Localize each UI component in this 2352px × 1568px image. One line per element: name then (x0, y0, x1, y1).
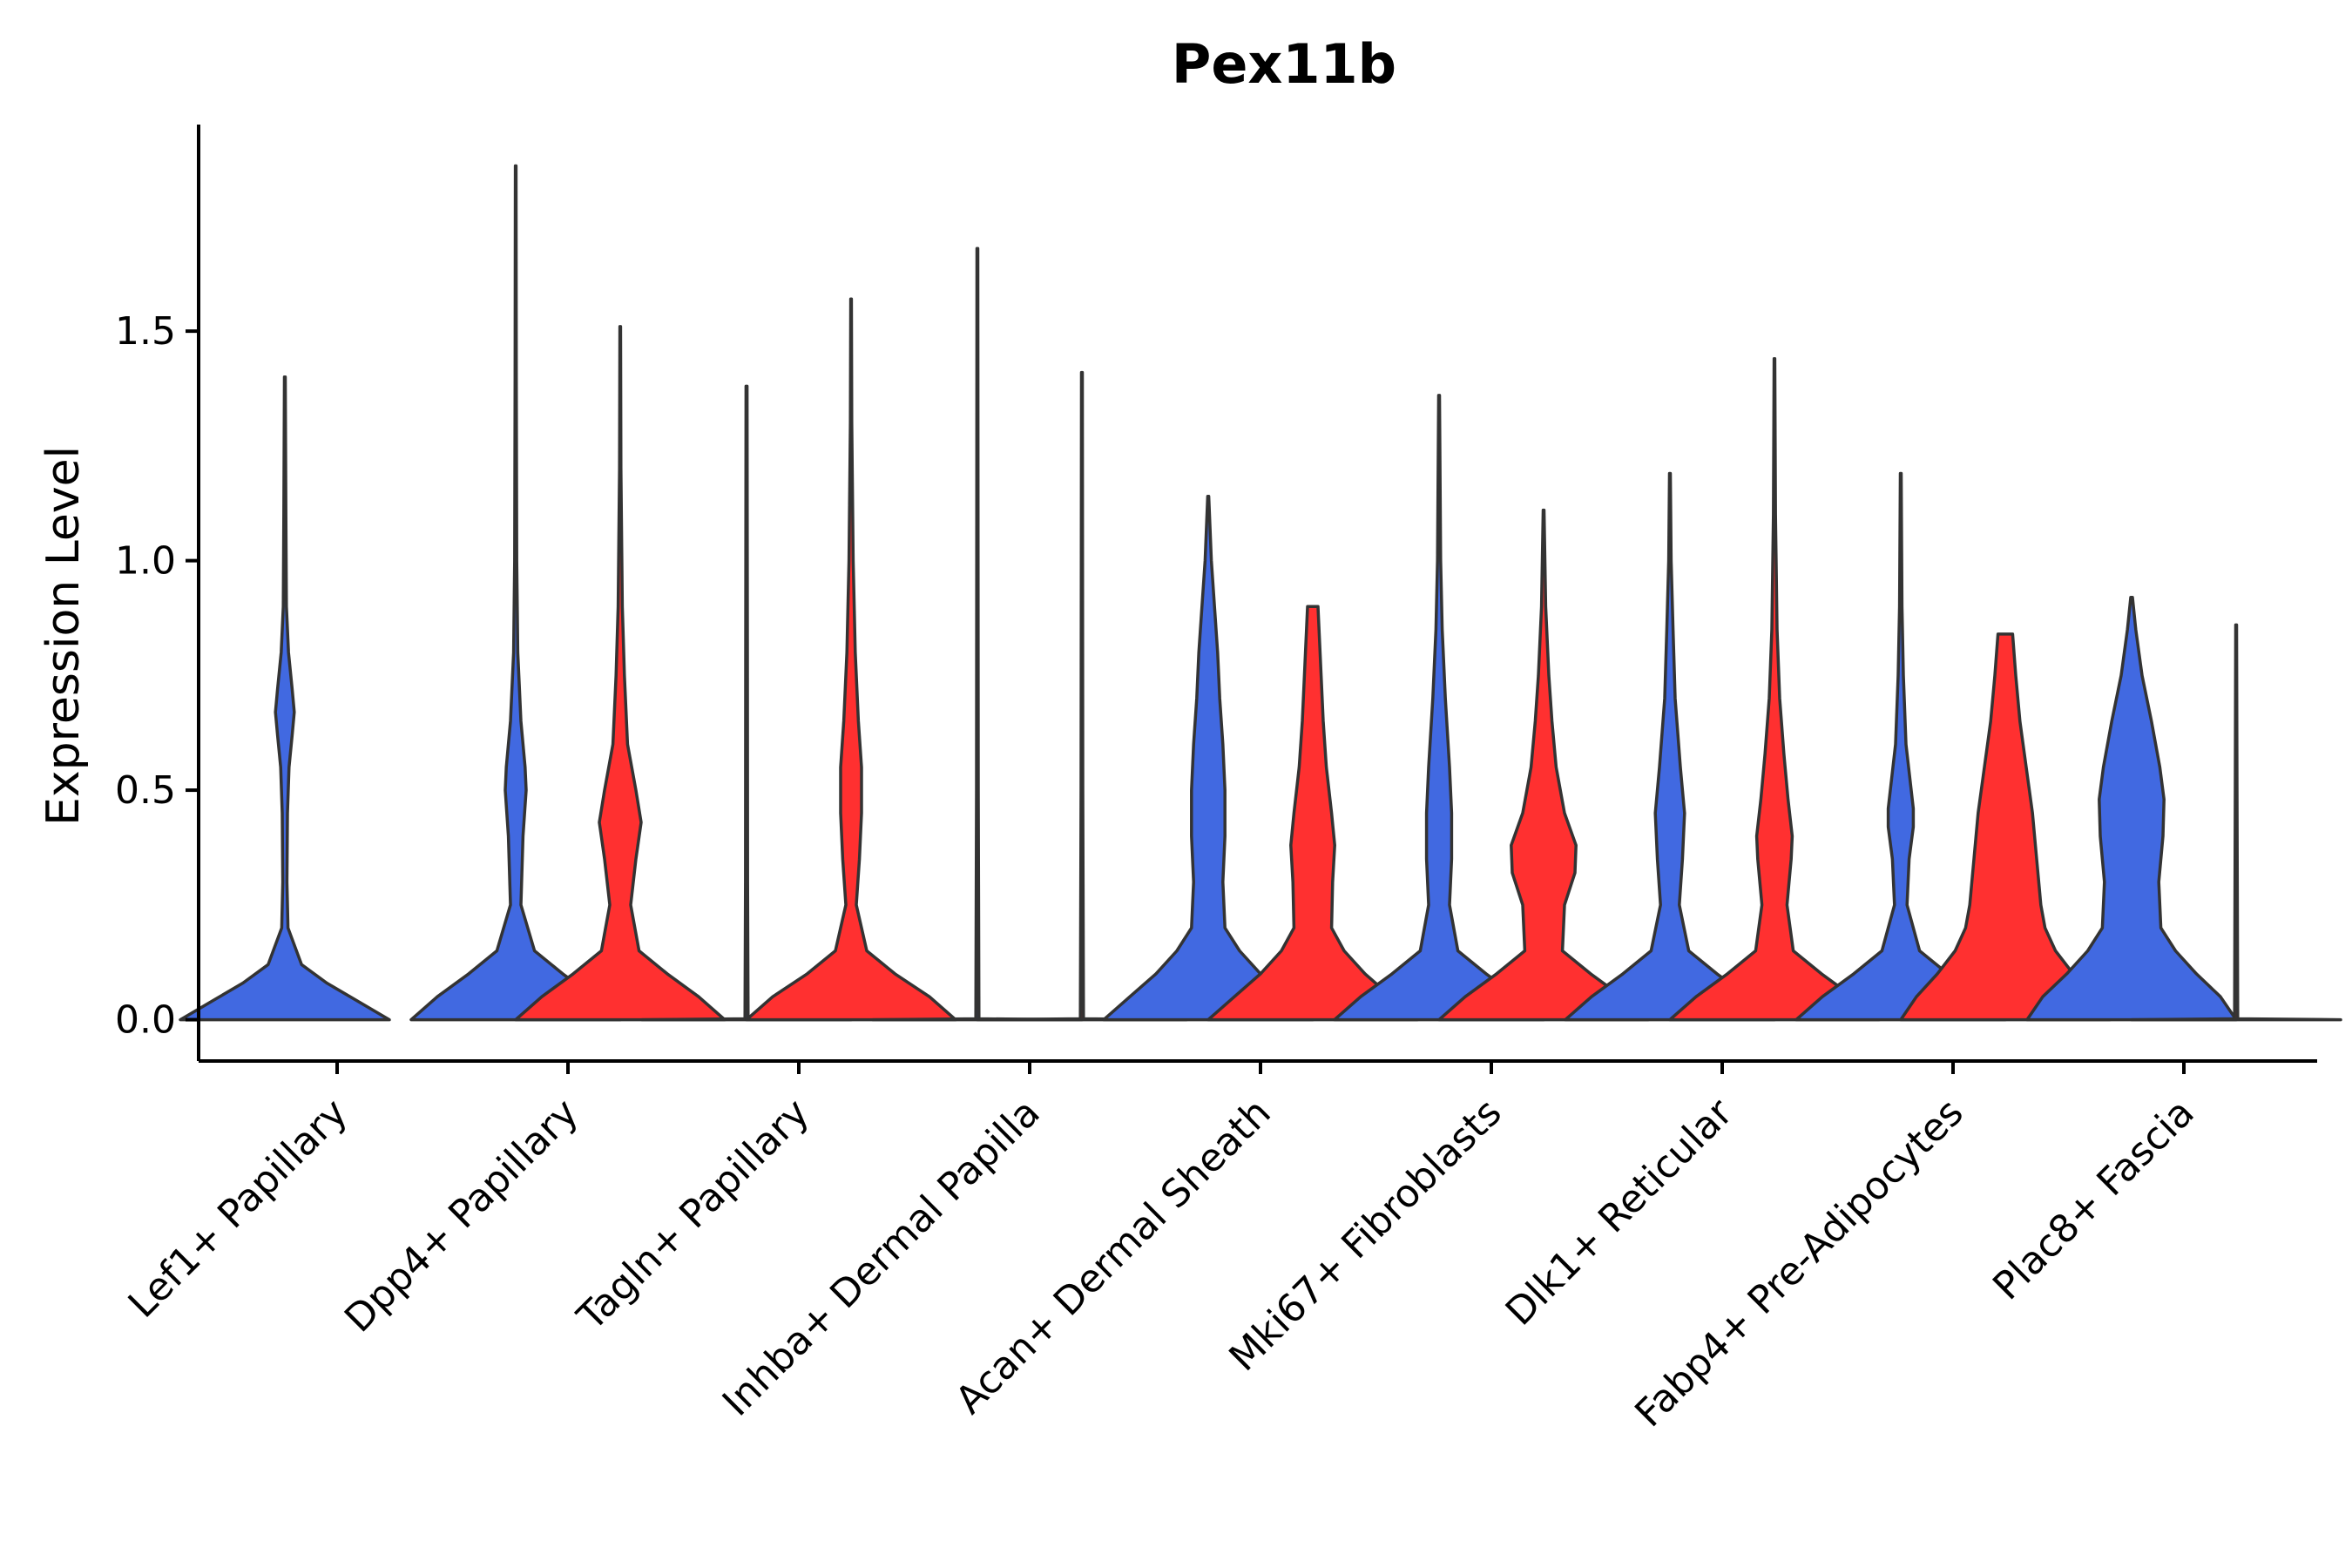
violin-blue (1333, 394, 1545, 1022)
x-tick-label: Dlk1+ Reticular (1497, 1090, 1742, 1335)
x-tick-label: Dpp4+ Papillary (336, 1091, 587, 1342)
y-tick-label: 1.5 (115, 309, 176, 354)
violin-red (514, 325, 727, 1022)
violin-blue (871, 247, 1084, 1022)
violin-red (745, 297, 957, 1022)
axes (197, 125, 2317, 1063)
violin-blue (179, 375, 391, 1022)
x-tick-label: Tagln+ Papillary (569, 1091, 818, 1340)
x-tick-label: Lef1+ Papillary (120, 1091, 356, 1327)
violin-red (1206, 605, 1419, 1022)
violin-red (2130, 623, 2342, 1022)
chart-title: Pex11b (1172, 32, 1396, 96)
violin-red (1899, 632, 2112, 1022)
violin-blue (1102, 495, 1315, 1022)
y-tick-label: 0.0 (115, 998, 176, 1043)
violin-blue (640, 384, 853, 1022)
x-tick-label: Plac8+ Fascia (1984, 1091, 2203, 1309)
violin-blue (2025, 596, 2238, 1022)
y-tick-label: 1.0 (115, 539, 176, 584)
violin-blue (1564, 471, 1776, 1022)
y-tick-label: 0.5 (115, 768, 176, 813)
y-axis-label: Expression Level (37, 446, 90, 826)
violin-red (1668, 357, 1881, 1022)
y-ticks: 0.0 0.5 1.0 1.5 (115, 309, 199, 1043)
violin-layer (179, 164, 2342, 1022)
violin-blue (1794, 471, 2007, 1022)
violin-red (976, 370, 1188, 1022)
violin-red (1437, 508, 1650, 1022)
violin-blue (409, 164, 622, 1022)
